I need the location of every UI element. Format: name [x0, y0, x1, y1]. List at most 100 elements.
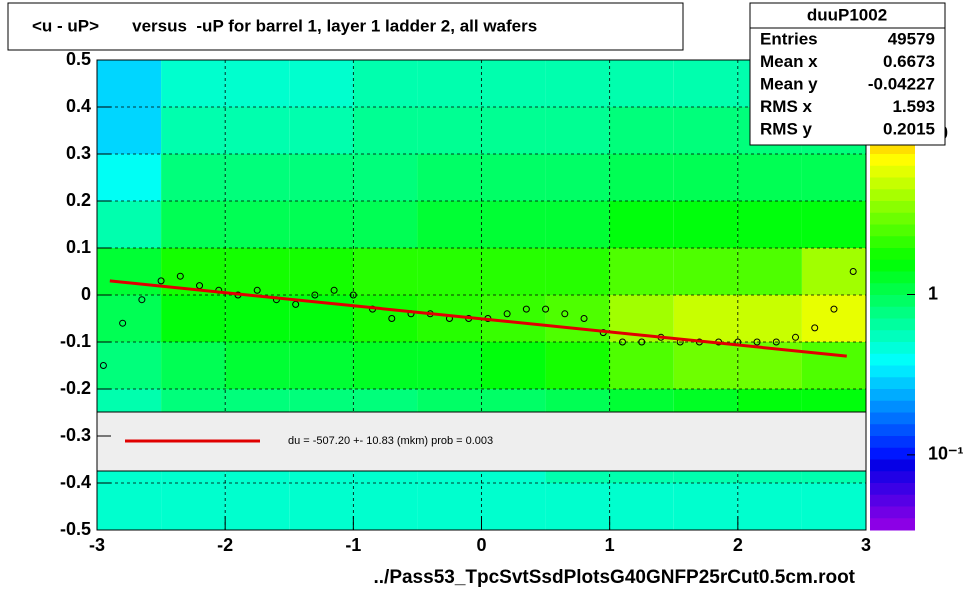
stats-label: Mean x: [760, 52, 818, 71]
y-tick-label: 0: [81, 284, 91, 304]
palette-band: [870, 506, 915, 519]
palette-band: [870, 248, 915, 261]
heatmap-cell: [737, 201, 802, 248]
heatmap-cell: [417, 201, 482, 248]
heatmap-cell: [673, 60, 738, 107]
palette-band: [870, 271, 915, 284]
y-tick-label: 0.5: [66, 49, 91, 69]
palette-band: [870, 389, 915, 402]
heatmap-cell: [609, 154, 674, 201]
heatmap-cell: [481, 201, 546, 248]
heatmap-cell: [161, 107, 226, 154]
heatmap-cell: [673, 248, 738, 295]
y-tick-label: -0.2: [60, 378, 91, 398]
heatmap-cell: [481, 342, 546, 389]
palette-band: [870, 283, 915, 296]
profile-point: [561, 310, 569, 318]
heatmap-cell: [609, 342, 674, 389]
heatmap-cell: [481, 154, 546, 201]
heatmap-cell: [545, 107, 610, 154]
heatmap-cell: [673, 154, 738, 201]
z-tick-label: 1: [928, 283, 938, 303]
heatmap-cell: [97, 201, 162, 248]
heatmap-cell: [97, 107, 162, 154]
heatmap-cell: [801, 483, 866, 530]
profile-point: [830, 305, 838, 313]
heatmap-cell: [801, 201, 866, 248]
palette-band: [870, 377, 915, 390]
stats-value: -0.04227: [868, 74, 935, 93]
heatmap-cell: [417, 483, 482, 530]
stats-frame: [749, 2, 946, 146]
heatmap-cell: [97, 154, 162, 201]
palette-band: [870, 201, 915, 214]
x-tick-label: 3: [861, 535, 871, 555]
axes: -0.5 -0.4 -0.3 -0.2 -0.1 0 0.1 0.2 0.3 0.4 0.5 -3 -2…: [60, 49, 871, 555]
heatmap-cell: [289, 201, 354, 248]
heatmap-cell: [353, 201, 418, 248]
heatmap-cell: [545, 248, 610, 295]
heatmap-cell: [225, 295, 290, 342]
y-tick-label: -0.4: [60, 472, 91, 492]
palette-band: [870, 212, 915, 225]
heatmap-cell: [545, 295, 610, 342]
profile-point: [138, 296, 146, 304]
y-tick-label: 0.1: [66, 237, 91, 257]
heatmap-cell: [161, 483, 226, 530]
heatmap-cell: [353, 154, 418, 201]
heatmap-cell: [737, 295, 802, 342]
heatmap-cell: [801, 154, 866, 201]
heatmap-cell: [673, 107, 738, 154]
palette-band: [870, 154, 915, 167]
profile: [99, 268, 857, 369]
heatmap-cell: [609, 483, 674, 530]
heatmap-cell: [801, 295, 866, 342]
palette-band: [870, 412, 915, 425]
palette-band: [870, 436, 915, 449]
palette-band: [870, 224, 915, 237]
profile-point: [503, 310, 511, 318]
heatmap-cell: [609, 107, 674, 154]
heatmap-cell: [545, 154, 610, 201]
stats-label: RMS x: [760, 97, 813, 116]
heatmap-cell: [417, 342, 482, 389]
heatmap-cell: [161, 154, 226, 201]
heatmap-cell: [609, 248, 674, 295]
palette-band: [870, 236, 915, 249]
x-tick-label: -3: [89, 535, 105, 555]
heatmap-cell: [417, 248, 482, 295]
heatmap-cell: [225, 60, 290, 107]
heatmap-cell: [225, 248, 290, 295]
profile-point: [292, 300, 300, 308]
heatmap-cell: [545, 60, 610, 107]
heatmap-cell: [545, 342, 610, 389]
heatmap-cell: [161, 60, 226, 107]
stats-label: Entries: [760, 29, 818, 48]
fit-line: [109, 279, 847, 358]
grid: [96, 59, 867, 531]
profile-point: [311, 291, 319, 299]
palette-band: [870, 189, 915, 202]
palette-band: [870, 365, 915, 378]
heatmap-cell: [417, 107, 482, 154]
x-axis-label: ../Pass53_TpcSvtSsdPlotsG40GNFP25rCut0.5…: [373, 567, 855, 588]
heatmap-cell: [673, 483, 738, 530]
stats-value: 49579: [888, 29, 935, 48]
profile-point: [772, 338, 780, 346]
y-tick-label: 0.3: [66, 143, 91, 163]
palette-band: [870, 306, 915, 319]
profile-point: [792, 333, 800, 341]
profile-point: [157, 277, 165, 285]
z-tick-label: 10⁻¹: [928, 444, 963, 464]
palette-band: [870, 165, 915, 178]
stats-value: 1.593: [892, 97, 935, 116]
heatmap-cell: [97, 60, 162, 107]
heatmap-cell: [289, 248, 354, 295]
profile-point: [99, 362, 107, 369]
profile-point: [349, 291, 357, 299]
heatmap-cell: [225, 154, 290, 201]
heatmap-cell: [417, 154, 482, 201]
heatmap-cell: [673, 342, 738, 389]
palette-band: [870, 295, 915, 308]
